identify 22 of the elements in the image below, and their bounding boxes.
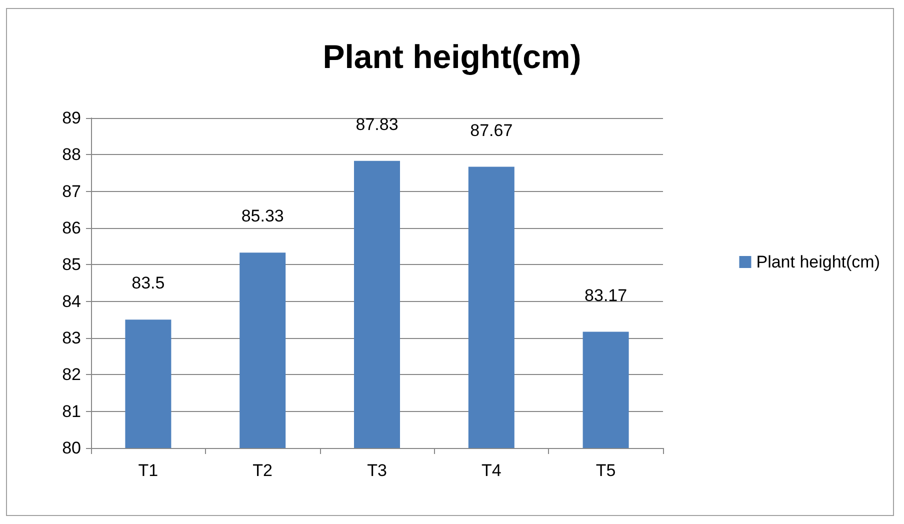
data-label: 87.67 [470,120,513,140]
x-tick-label: T2 [252,461,273,480]
y-tick-label: 82 [62,365,81,384]
chart-title: Plant height(cm) [322,38,582,75]
y-tick-label: 80 [62,438,81,458]
data-label: 83.5 [132,274,165,293]
data-label: 87.83 [356,114,398,134]
x-tick-label: T3 [367,461,387,480]
y-tick-label: 84 [62,292,81,311]
data-label: 83.17 [584,286,628,305]
x-tick-label: T1 [138,461,158,480]
data-label: 85.33 [241,206,284,226]
y-tick-label: 85 [62,255,81,274]
y-tick-label: 86 [62,218,81,238]
y-tick-label: 89 [62,108,81,128]
x-tick-label: T4 [481,461,502,480]
legend-label: Plant height(cm) [756,252,880,272]
y-tick-label: 83 [62,328,81,348]
y-tick-label: 81 [62,402,81,421]
y-tick-label: 88 [62,145,81,164]
x-tick-label: T5 [596,461,616,480]
y-tick-label: 87 [62,182,81,201]
